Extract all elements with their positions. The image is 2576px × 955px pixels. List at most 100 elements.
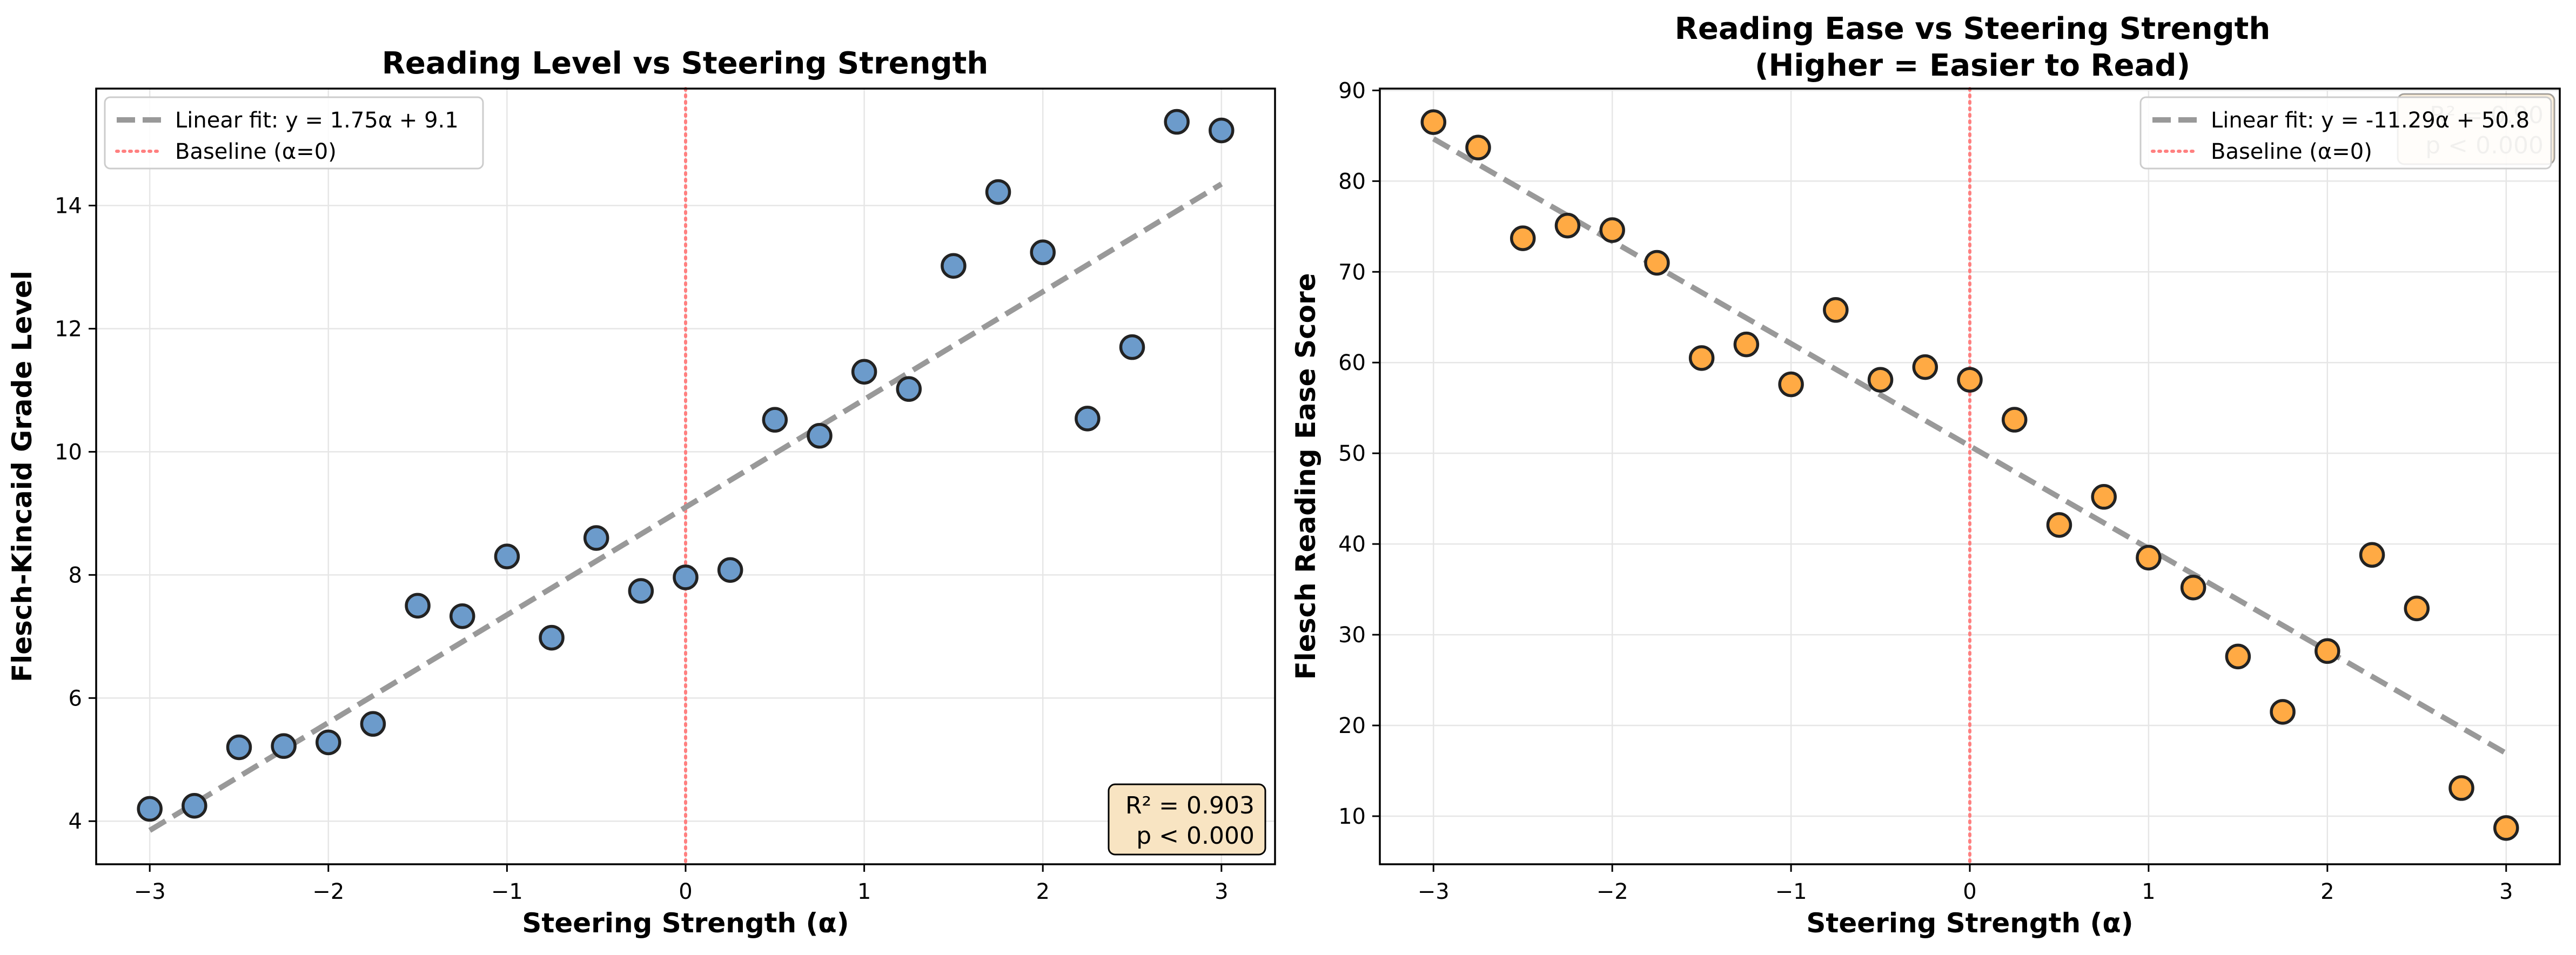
legend-baseline-label: Baseline (α=0) xyxy=(2211,139,2372,164)
data-point xyxy=(1912,354,1938,380)
x-axis-label: Steering Strength (α) xyxy=(1806,907,2133,939)
stats-box xyxy=(1108,783,1266,856)
data-point xyxy=(628,578,654,604)
data-point xyxy=(2001,407,2028,433)
data-point xyxy=(1554,212,1581,239)
data-point xyxy=(539,624,565,651)
data-point xyxy=(271,733,297,759)
data-point xyxy=(360,711,386,737)
data-point xyxy=(182,792,207,819)
data-point xyxy=(1119,334,1145,360)
data-point xyxy=(316,729,341,756)
legend-box xyxy=(104,96,484,170)
data-point xyxy=(2359,542,2385,568)
x-tick-label: 1 xyxy=(2142,879,2155,904)
y-tick-label: 10 xyxy=(55,440,82,465)
data-point xyxy=(1778,371,1804,398)
data-point xyxy=(2493,815,2519,841)
y-tick-label: 70 xyxy=(1338,260,1366,285)
data-point xyxy=(2404,595,2430,622)
y-tick-label: 20 xyxy=(1338,714,1366,738)
data-point xyxy=(985,179,1011,205)
x-axis-label: Steering Strength (α) xyxy=(522,907,849,939)
data-point xyxy=(1688,345,1715,371)
x-tick-label: 2 xyxy=(2320,879,2334,904)
data-point xyxy=(2046,512,2072,538)
y-tick-label: 50 xyxy=(1338,441,1366,466)
y-tick-label: 14 xyxy=(55,194,82,219)
data-point xyxy=(762,407,788,433)
data-point xyxy=(494,543,520,569)
x-tick-label: 0 xyxy=(1963,879,1976,904)
data-point xyxy=(1867,367,1894,393)
x-tick-label: −1 xyxy=(1775,879,1807,904)
data-point xyxy=(2091,484,2117,510)
data-point xyxy=(1164,109,1190,135)
x-tick-label: −1 xyxy=(491,879,523,904)
y-tick-label: 8 xyxy=(69,563,82,588)
y-tick-label: 10 xyxy=(1338,804,1366,829)
reading-ease-panel: Reading Ease vs Steering Strength (Highe… xyxy=(1290,11,2561,939)
data-point xyxy=(2180,574,2206,601)
data-point xyxy=(1075,406,1101,432)
data-point xyxy=(1030,239,1056,265)
data-point xyxy=(583,525,609,551)
x-tick-label: 0 xyxy=(679,879,692,904)
y-tick-label: 30 xyxy=(1338,623,1366,648)
x-tick-label: −3 xyxy=(1418,879,1450,904)
data-point xyxy=(1465,134,1491,160)
data-point xyxy=(2315,638,2340,664)
y-tick-label: 6 xyxy=(69,686,82,711)
data-point xyxy=(2225,643,2251,670)
p-value-text: p < 0.000 xyxy=(1136,822,1255,850)
y-tick-label: 60 xyxy=(1338,351,1366,375)
x-tick-label: 1 xyxy=(857,879,871,904)
reading-level-panel: Reading Level vs Steering Strength −3 −2 −… xyxy=(6,46,1276,939)
legend-baseline-label: Baseline (α=0) xyxy=(175,139,337,164)
legend-box xyxy=(2139,96,2552,170)
data-point xyxy=(1733,331,1760,358)
x-tick-label: −3 xyxy=(134,879,166,904)
data-point xyxy=(1420,109,1447,135)
y-tick-label: 80 xyxy=(1338,169,1366,194)
data-point xyxy=(1209,117,1235,144)
y-axis-label: Flesch Reading Ease Score xyxy=(1290,273,1321,680)
data-point xyxy=(717,557,743,583)
data-point xyxy=(1957,367,1983,393)
x-tick-label: −2 xyxy=(312,879,344,904)
data-point xyxy=(941,253,967,279)
y-tick-label: 12 xyxy=(55,317,82,341)
legend: Linear fit: y = -11.29α + 50.8 Baseline (… xyxy=(2139,96,2552,170)
x-tick-label: 3 xyxy=(1215,879,1228,904)
panel-subtitle: (Higher = Easier to Read) xyxy=(1755,48,2190,83)
data-point xyxy=(896,376,922,402)
data-point xyxy=(1644,250,1670,276)
data-point xyxy=(807,423,833,449)
legend-fit-label: Linear fit: y = 1.75α + 9.1 xyxy=(175,108,459,133)
data-point xyxy=(226,734,252,761)
data-point xyxy=(2448,775,2474,801)
x-tick-label: −2 xyxy=(1596,879,1628,904)
legend: Linear fit: y = 1.75α + 9.1 Baseline (α=0… xyxy=(104,96,484,170)
panel-title: Reading Ease vs Steering Strength xyxy=(1675,11,2270,46)
y-tick-label: 4 xyxy=(69,809,82,834)
panel-title: Reading Level vs Steering Strength xyxy=(382,46,988,81)
data-point xyxy=(1823,297,1849,323)
data-point xyxy=(449,603,475,629)
y-tick-label: 90 xyxy=(1338,78,1366,103)
x-tick-label: 3 xyxy=(2499,879,2513,904)
fit-line xyxy=(148,181,1223,833)
data-point xyxy=(673,564,699,590)
r-squared-text: R² = 0.903 xyxy=(1125,792,1255,819)
data-point xyxy=(1510,225,1536,251)
data-point xyxy=(137,796,163,822)
data-point xyxy=(2270,699,2296,725)
data-point xyxy=(405,593,431,619)
data-point xyxy=(2136,544,2162,571)
x-tick-label: 2 xyxy=(1036,879,1049,904)
data-point xyxy=(1599,217,1625,243)
data-point xyxy=(851,359,877,385)
legend-fit-label: Linear fit: y = -11.29α + 50.8 xyxy=(2211,108,2530,133)
y-tick-label: 40 xyxy=(1338,532,1366,557)
